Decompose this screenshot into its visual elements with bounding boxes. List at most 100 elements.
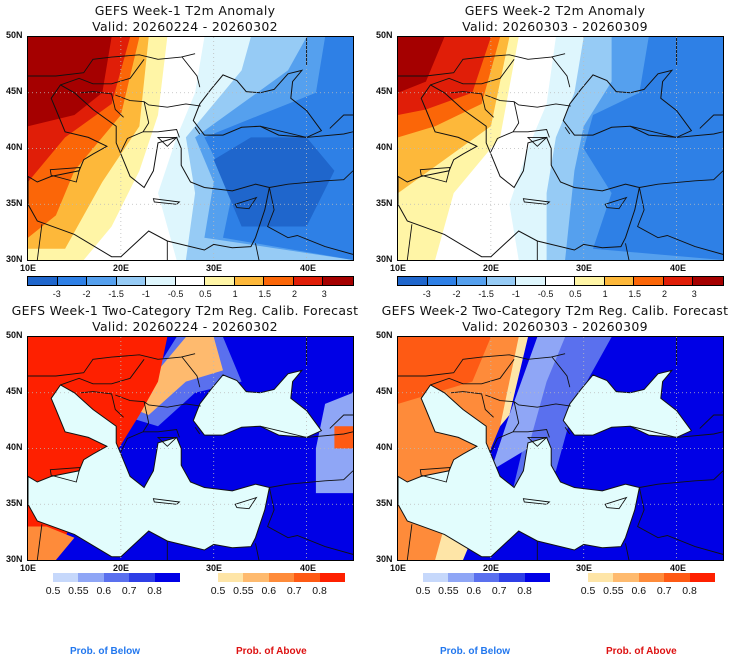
panel-valid-dates: Valid: 20260303 - 20260309 — [462, 319, 648, 334]
lon-label: 10E — [20, 563, 37, 573]
colorbar-swatch — [575, 277, 605, 285]
colorbar-tick-label: -3 — [52, 289, 61, 299]
colorbar-swatch — [423, 573, 449, 582]
colorbar-swatch — [57, 277, 88, 285]
colorbar-tick-label: 3 — [691, 289, 697, 299]
map-week1-anomaly — [27, 36, 354, 261]
island-outline — [156, 136, 178, 147]
lat-label: 35N — [6, 198, 23, 208]
panel-valid-dates: Valid: 20260224 - 20260302 — [92, 19, 278, 34]
colorbar-tick-label: 0.5 — [199, 289, 212, 299]
colorbar-swatch — [129, 573, 155, 582]
lat-label: 40N — [6, 142, 23, 152]
black-sea-coastline — [562, 69, 693, 138]
country-border — [181, 356, 201, 388]
country-border — [60, 359, 145, 386]
country-border — [406, 524, 413, 560]
colorbar-tick-label: 3 — [321, 289, 327, 299]
country-border — [36, 224, 43, 260]
colorbar-swatch — [689, 573, 715, 582]
colorbar-swatch — [234, 277, 265, 285]
lon-label: 40E — [670, 563, 687, 573]
country-border — [143, 429, 180, 438]
country-border — [115, 394, 201, 408]
map-week2-anomaly — [397, 36, 724, 261]
country-border — [60, 59, 145, 86]
lat-label: 50N — [6, 330, 23, 340]
island-outline — [234, 196, 258, 210]
country-border — [639, 470, 723, 488]
lat-label: 50N — [6, 30, 23, 40]
colorbar-tick-label: 0.8 — [517, 585, 532, 597]
map-week1-probability — [27, 336, 354, 561]
colorbar-tick-label: 0.7 — [286, 585, 302, 597]
country-border — [80, 391, 124, 418]
colorbar-tick-label: 0.55 — [233, 585, 254, 597]
panel-valid-dates: Valid: 20260303 - 20260309 — [462, 19, 648, 34]
island-outline — [419, 467, 451, 483]
lat-label: 40N — [376, 442, 393, 452]
colorbar-tick-label: 0.55 — [438, 585, 459, 597]
legend-prob-above-label: Prob. of Above — [606, 646, 677, 657]
country-border — [551, 356, 571, 388]
legend-prob-above-label: Prob. of Above — [236, 646, 307, 657]
colorbar-swatch — [205, 277, 235, 285]
country-border — [28, 353, 196, 377]
lon-label: 10E — [390, 263, 407, 273]
map-canvas — [398, 337, 723, 560]
colorbar-swatch — [613, 573, 639, 582]
colorbar-tick-label: -3 — [422, 289, 431, 299]
island-outline — [526, 136, 548, 147]
colorbar-swatch — [448, 573, 474, 582]
colorbar-tick-label: 0.5 — [569, 289, 582, 299]
colorbar-swatch — [294, 573, 320, 582]
black-sea-coastline — [192, 69, 323, 138]
prob-below-colorbar — [53, 573, 180, 582]
colorbar-tick-label: 0.8 — [682, 585, 697, 597]
colorbar-swatch — [486, 277, 517, 285]
country-border — [430, 59, 515, 86]
colorbar-tick-label: -1.5 — [108, 289, 124, 299]
lat-label: 35N — [376, 198, 393, 208]
colorbar-tick-label: 1.5 — [258, 289, 272, 299]
panel-title: GEFS Week-2 Two-Category T2m Reg. Calib.… — [381, 303, 729, 318]
colorbar-swatch — [524, 573, 550, 582]
lon-label: 40E — [300, 263, 317, 273]
colorbar-tick-label: 0.6 — [631, 585, 647, 597]
colorbar-swatch — [516, 277, 546, 285]
lon-label: 40E — [670, 263, 687, 273]
country-border — [629, 125, 723, 138]
lat-label: 45N — [6, 86, 23, 96]
colorbar-swatch — [218, 573, 244, 582]
lon-label: 30E — [576, 263, 593, 273]
country-border — [267, 187, 353, 255]
colorbar-swatch — [103, 573, 130, 582]
island-outline — [156, 436, 178, 447]
map-week2-probability — [397, 336, 724, 561]
colorbar-swatch — [398, 277, 428, 285]
colorbar-tick-label: 0.6 — [96, 585, 112, 597]
black-sea — [192, 369, 323, 438]
mediterranean-coastline — [398, 84, 640, 258]
country-border — [485, 394, 571, 408]
country-border — [551, 56, 571, 88]
colorbar-tick-label: 0.8 — [147, 585, 162, 597]
colorbar-swatch — [545, 277, 576, 285]
colorbar-tick-label: 0.7 — [491, 585, 507, 597]
colorbar-tick-label: 0.5 — [45, 585, 61, 597]
country-border — [267, 487, 353, 555]
prob-above-colorbar — [588, 573, 715, 582]
panel-title: GEFS Week-1 Two-Category T2m Reg. Calib.… — [11, 303, 359, 318]
country-border — [699, 414, 723, 429]
map-canvas — [28, 37, 353, 260]
colorbar-swatch — [323, 277, 353, 285]
colorbar-swatch — [604, 277, 635, 285]
colorbar-swatch — [264, 277, 294, 285]
country-border — [450, 391, 494, 418]
country-border — [255, 243, 260, 260]
lon-label: 10E — [390, 563, 407, 573]
colorbar-swatch — [175, 277, 206, 285]
colorbar-tick-label: 0.6 — [261, 585, 277, 597]
lon-label: 30E — [206, 263, 223, 273]
field-contour-region — [398, 37, 445, 93]
